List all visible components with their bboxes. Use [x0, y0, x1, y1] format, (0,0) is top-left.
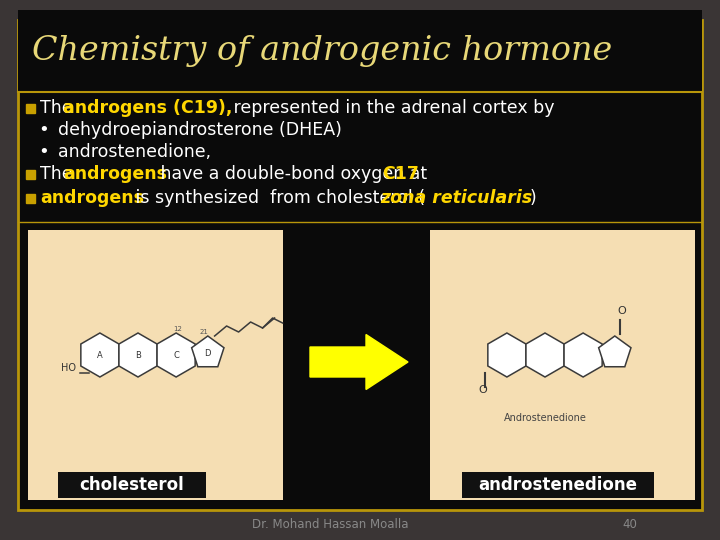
Text: Dr. Mohand Hassan Moalla: Dr. Mohand Hassan Moalla — [252, 518, 408, 531]
Text: Chemistry of androgenic hormone: Chemistry of androgenic hormone — [32, 35, 612, 67]
Bar — [430, 230, 695, 500]
Bar — [25, 170, 35, 179]
Text: A: A — [97, 350, 103, 360]
Text: cholesterol: cholesterol — [80, 476, 184, 494]
Text: zona reticularis: zona reticularis — [380, 189, 532, 207]
Text: dehydroepiandrosterone (DHEA): dehydroepiandrosterone (DHEA) — [58, 121, 342, 139]
Polygon shape — [488, 333, 526, 377]
Text: O: O — [479, 384, 487, 395]
Text: The: The — [40, 165, 78, 183]
Bar — [28, 230, 283, 500]
Polygon shape — [157, 333, 195, 377]
Text: have a double-bond oxygen at: have a double-bond oxygen at — [155, 165, 433, 183]
FancyArrow shape — [310, 334, 408, 389]
Text: 40: 40 — [623, 518, 637, 531]
Polygon shape — [81, 333, 119, 377]
Polygon shape — [526, 333, 564, 377]
Bar — [58, 472, 206, 498]
Text: •: • — [38, 143, 49, 161]
Text: androstenedione: androstenedione — [479, 476, 637, 494]
Text: 21: 21 — [199, 329, 208, 335]
Bar — [25, 193, 35, 202]
Text: androgens: androgens — [63, 165, 167, 183]
Text: D: D — [204, 348, 211, 357]
Polygon shape — [598, 336, 631, 367]
Text: androgens (C19),: androgens (C19), — [63, 99, 233, 117]
Text: C17: C17 — [382, 165, 419, 183]
Polygon shape — [119, 333, 157, 377]
Text: O: O — [618, 306, 626, 316]
Bar — [18, 10, 702, 92]
Text: •: • — [38, 121, 49, 139]
Bar — [462, 472, 654, 498]
Text: androgens: androgens — [40, 189, 144, 207]
Text: is synthesized  from cholesterol (: is synthesized from cholesterol ( — [130, 189, 425, 207]
Text: 12: 12 — [174, 326, 183, 332]
Text: C: C — [174, 350, 179, 360]
Polygon shape — [192, 336, 224, 367]
Text: The: The — [40, 99, 78, 117]
Text: represented in the adrenal cortex by: represented in the adrenal cortex by — [228, 99, 554, 117]
Text: Androstenedione: Androstenedione — [503, 413, 586, 423]
Text: androstenedione,: androstenedione, — [58, 143, 211, 161]
Text: ): ) — [530, 189, 536, 207]
Text: B: B — [135, 350, 141, 360]
Polygon shape — [564, 333, 602, 377]
Bar — [25, 104, 35, 112]
Text: HO: HO — [61, 363, 76, 373]
